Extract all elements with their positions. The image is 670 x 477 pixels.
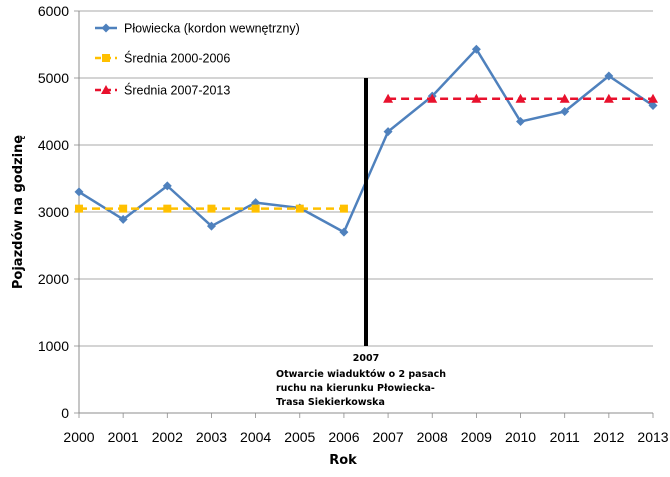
x-tick-label-2007: 2007 [372,429,403,445]
point-0-2000 [74,187,84,197]
point-1-2002 [163,204,172,213]
point-0-2009 [471,44,481,54]
y-axis-title: Pojazdów na godzinę [11,135,26,289]
y-tick-label-6000: 6000 [38,3,69,19]
legend-marker-0 [101,23,111,33]
annotation-line-3: Trasa Siekierkowska [276,397,385,408]
x-tick-label-2001: 2001 [108,429,139,445]
x-tick-label-2011: 2011 [550,429,580,445]
series-2 [383,93,658,103]
annotation-title: 2007 [353,353,379,364]
point-0-2002 [162,181,172,191]
legend-label-2: Średnia 2007-2013 [124,83,230,98]
x-tick-labels: 2000 2001 2002 2003 2004 2005 2006 2007 2008 2009… [63,429,668,445]
point-0-2001 [118,214,128,224]
point-0-2013 [648,100,658,110]
x-axis-title: Rok [329,453,357,468]
series-1 [75,204,348,213]
legend-entry-2: Średnia 2007-2013 [95,83,230,98]
point-1-2005 [295,204,304,213]
y-tick-label-4000: 4000 [38,137,69,153]
point-1-2006 [339,204,348,213]
legend-marker-2 [101,85,111,94]
point-0-2012 [604,71,614,81]
legend-label-1: Średnia 2000-2006 [124,51,230,66]
legend-marker-1 [102,54,110,62]
annotation-2007: 2007 Otwarcie wiaduktów o 2 pasach ruchu n… [276,78,446,408]
x-tick-label-2006: 2006 [328,429,359,445]
x-tick-label-2003: 2003 [196,429,227,445]
x-tick-label-2013: 2013 [637,429,668,445]
x-tick-label-2004: 2004 [240,429,271,445]
x-tick-label-2008: 2008 [417,429,448,445]
point-0-2003 [206,221,216,231]
point-2-2012 [603,93,614,103]
point-0-2011 [560,107,570,116]
y-tick-label-1000: 1000 [38,338,69,354]
legend-entry-0: Płowiecka (kordon wewnętrzny) [95,22,300,36]
x-tick-label-2002: 2002 [152,429,183,445]
point-2-2013 [648,93,658,103]
point-2-2010 [515,93,526,103]
point-1-2001 [119,204,128,213]
x-tick-label-2005: 2005 [284,429,315,445]
y-tick-label-0: 0 [61,405,69,421]
point-1-2003 [207,204,216,213]
point-2-2008 [427,93,438,103]
point-1-2004 [251,204,260,213]
y-tick-label-5000: 5000 [38,70,69,86]
y-tick-labels: 0 1000 2000 3000 4000 5000 6000 [38,3,69,421]
legend: Płowiecka (kordon wewnętrzny) Średnia 200… [95,22,300,98]
point-2-2009 [471,93,482,103]
x-tick-label-2000: 2000 [63,429,94,445]
point-1-2000 [75,204,83,213]
point-0-2010 [516,117,526,127]
point-2-2011 [559,93,570,103]
point-0-2006 [339,227,349,237]
legend-entry-1: Średnia 2000-2006 [95,51,230,66]
annotation-line-2: ruchu na kierunku Płowiecka- [276,383,435,394]
annotation-line-1: Otwarcie wiaduktów o 2 pasach [276,369,446,380]
x-tick-label-2012: 2012 [593,429,624,445]
point-0-2007 [383,127,393,137]
y-tick-label-2000: 2000 [38,271,69,287]
x-tick-label-2009: 2009 [461,429,492,445]
y-tick-label-3000: 3000 [38,204,69,220]
x-tick-label-2010: 2010 [505,429,536,445]
legend-label-0: Płowiecka (kordon wewnętrzny) [124,22,300,36]
point-2-2007 [383,93,394,103]
